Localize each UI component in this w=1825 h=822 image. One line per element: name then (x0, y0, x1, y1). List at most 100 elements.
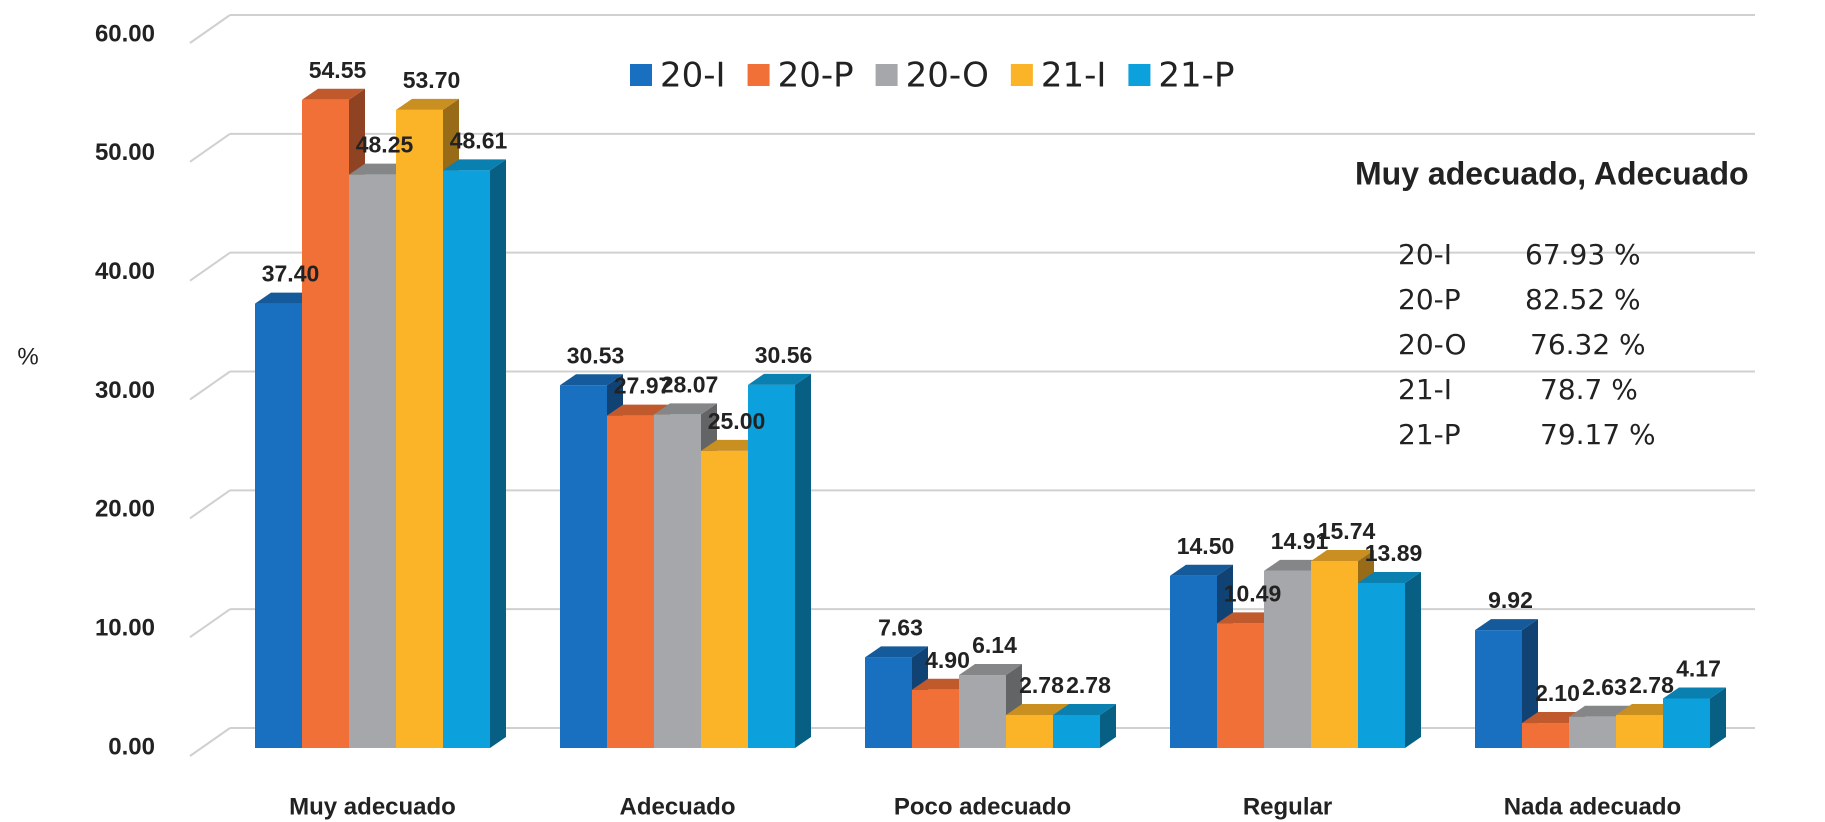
value-label: 4.90 (925, 647, 970, 673)
bar (1217, 623, 1264, 748)
annotation-value: 82.52 % (1525, 283, 1641, 316)
bar (1475, 630, 1522, 748)
bar-top (1170, 564, 1233, 576)
bar-top (302, 88, 365, 100)
y-tick-label: 50.00 (95, 139, 155, 166)
y-tick-label: 40.00 (95, 258, 155, 285)
bar (1264, 570, 1311, 748)
value-label: 48.25 (356, 132, 414, 158)
bar (396, 109, 443, 749)
value-label: 27.97 (614, 373, 672, 399)
value-label: 13.89 (1365, 540, 1423, 566)
bar-top (1358, 571, 1421, 583)
value-label: 9.92 (1488, 587, 1533, 613)
value-label: 28.07 (661, 372, 719, 398)
value-label: 6.14 (972, 632, 1017, 658)
grid-line (189, 14, 231, 44)
bar-top (443, 159, 506, 171)
bar (748, 384, 795, 748)
bar (349, 174, 396, 749)
x-tick-label: Nada adecuado (1504, 793, 1681, 820)
value-label: 48.61 (450, 127, 508, 153)
annotation-value: 76.32 % (1530, 328, 1646, 361)
grid-line (189, 608, 231, 638)
legend-swatch (875, 64, 898, 86)
legend-label: 20-O (906, 56, 989, 96)
bar-top (748, 373, 811, 385)
bar (1006, 714, 1053, 748)
value-label: 10.49 (1224, 580, 1282, 606)
annotation-key: 21-I (1398, 373, 1452, 406)
bar (1170, 575, 1217, 748)
bar-top (865, 646, 928, 658)
bar (912, 689, 959, 748)
annotation-value: 78.7 % (1540, 373, 1638, 406)
bar-top (396, 98, 459, 110)
bar (1569, 716, 1616, 748)
bar (302, 99, 349, 749)
y-tick-label: 0.00 (108, 733, 155, 760)
y-axis-label: % (17, 343, 38, 370)
legend-swatch (747, 64, 770, 86)
bar-top (1569, 705, 1632, 717)
grid-line (189, 133, 231, 163)
y-tick-label: 10.00 (95, 615, 155, 642)
bar-top (654, 403, 717, 415)
value-label: 14.91 (1271, 528, 1329, 554)
bar-side (1710, 687, 1726, 748)
grid-line (189, 727, 231, 757)
legend-swatch (1128, 64, 1151, 86)
value-label: 2.78 (1629, 672, 1674, 698)
bar-top (1475, 619, 1538, 631)
legend-label: 20-I (660, 56, 726, 96)
value-label: 54.55 (309, 57, 367, 83)
x-tick-label: Regular (1243, 793, 1332, 820)
bar (959, 675, 1006, 748)
y-tick-label: 20.00 (95, 496, 155, 523)
annotation-key: 20-I (1398, 238, 1452, 271)
legend-label: 21-I (1041, 56, 1107, 96)
bar (865, 657, 912, 748)
legend-label: 21-P (1158, 56, 1234, 96)
value-label: 2.78 (1066, 672, 1111, 698)
annotation-key: 20-O (1398, 328, 1467, 361)
value-label: 7.63 (878, 614, 923, 640)
annotation-title: Muy adecuado, Adecuado (1355, 155, 1749, 191)
y-tick-label: 30.00 (95, 377, 155, 404)
annotation-key: 21-P (1398, 418, 1461, 451)
value-label: 2.10 (1535, 680, 1580, 706)
value-label: 4.17 (1676, 656, 1721, 682)
bar (443, 170, 490, 748)
bar (1311, 560, 1358, 748)
bar-side (795, 373, 811, 748)
annotation-value: 67.93 % (1525, 238, 1641, 271)
x-tick-label: Poco adecuado (894, 793, 1071, 820)
bar-top (1006, 703, 1069, 715)
bar-side (1405, 571, 1421, 748)
bar-top (959, 664, 1022, 676)
grid-line (189, 370, 231, 401)
value-label: 30.53 (567, 342, 625, 368)
x-tick-label: Muy adecuado (289, 793, 456, 820)
bar (255, 303, 302, 748)
bar (560, 385, 607, 748)
value-label: 15.74 (1318, 518, 1376, 544)
bar-top (560, 374, 623, 386)
bar-top (607, 404, 670, 416)
bar (607, 415, 654, 748)
grid-line (189, 251, 231, 282)
grid-line (189, 489, 231, 520)
value-label: 14.50 (1177, 533, 1235, 559)
bar (1358, 582, 1405, 748)
legend-swatch (1010, 64, 1033, 86)
annotation-value: 79.17 % (1540, 418, 1656, 451)
value-label: 30.56 (755, 342, 813, 368)
x-tick-label: Adecuado (619, 793, 735, 820)
bar (1522, 723, 1569, 748)
value-label: 2.78 (1019, 672, 1064, 698)
bar-side (1100, 703, 1116, 748)
bar-top (1311, 549, 1374, 561)
annotation-key: 20-P (1398, 283, 1461, 316)
bar (654, 414, 701, 748)
bar-side (490, 159, 506, 748)
